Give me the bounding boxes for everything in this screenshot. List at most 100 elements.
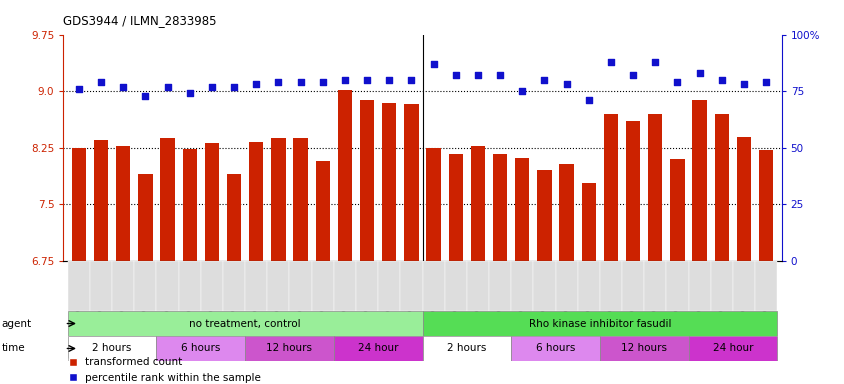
Bar bbox=[381, 103, 396, 384]
Bar bbox=[492, 154, 506, 384]
FancyBboxPatch shape bbox=[466, 261, 489, 311]
Bar bbox=[72, 148, 86, 384]
Point bbox=[116, 84, 130, 90]
FancyBboxPatch shape bbox=[245, 261, 267, 311]
FancyBboxPatch shape bbox=[400, 261, 422, 311]
FancyBboxPatch shape bbox=[289, 261, 311, 311]
Bar bbox=[315, 161, 329, 384]
Bar bbox=[603, 114, 618, 384]
FancyBboxPatch shape bbox=[688, 336, 776, 361]
FancyBboxPatch shape bbox=[378, 261, 400, 311]
Point bbox=[625, 72, 639, 78]
Bar bbox=[204, 142, 219, 384]
FancyBboxPatch shape bbox=[201, 261, 223, 311]
Point bbox=[493, 72, 506, 78]
Point bbox=[603, 59, 617, 65]
Text: no treatment, control: no treatment, control bbox=[189, 318, 300, 329]
Point bbox=[426, 61, 440, 67]
Legend: transformed count, percentile rank within the sample: transformed count, percentile rank withi… bbox=[68, 358, 261, 382]
FancyBboxPatch shape bbox=[422, 261, 444, 311]
Bar bbox=[338, 90, 352, 384]
FancyBboxPatch shape bbox=[223, 261, 245, 311]
FancyBboxPatch shape bbox=[178, 261, 201, 311]
FancyBboxPatch shape bbox=[422, 336, 511, 361]
Point bbox=[160, 84, 174, 90]
Bar bbox=[403, 104, 418, 384]
Point bbox=[138, 93, 152, 99]
Point bbox=[316, 79, 329, 85]
Bar bbox=[758, 150, 772, 384]
Point bbox=[360, 77, 373, 83]
FancyBboxPatch shape bbox=[355, 261, 378, 311]
Point bbox=[759, 79, 772, 85]
Text: 2 hours: 2 hours bbox=[446, 343, 486, 354]
Point bbox=[582, 97, 595, 103]
Point bbox=[404, 77, 418, 83]
Point bbox=[382, 77, 396, 83]
Bar bbox=[360, 100, 374, 384]
Bar bbox=[691, 100, 706, 384]
Bar bbox=[736, 137, 750, 384]
Bar bbox=[714, 114, 728, 384]
FancyBboxPatch shape bbox=[68, 336, 156, 361]
Text: GDS3944 / ILMN_2833985: GDS3944 / ILMN_2833985 bbox=[63, 14, 217, 27]
FancyBboxPatch shape bbox=[311, 261, 333, 311]
Point bbox=[515, 88, 528, 94]
FancyBboxPatch shape bbox=[489, 261, 511, 311]
FancyBboxPatch shape bbox=[643, 261, 666, 311]
Bar bbox=[271, 138, 285, 384]
FancyBboxPatch shape bbox=[245, 336, 333, 361]
Bar bbox=[182, 149, 197, 384]
Bar bbox=[426, 148, 441, 384]
Bar bbox=[94, 140, 108, 384]
FancyBboxPatch shape bbox=[333, 261, 355, 311]
Bar bbox=[625, 121, 640, 384]
Bar bbox=[669, 159, 684, 384]
Bar bbox=[116, 146, 130, 384]
Point bbox=[183, 90, 197, 96]
FancyBboxPatch shape bbox=[666, 261, 688, 311]
Point bbox=[271, 79, 284, 85]
FancyBboxPatch shape bbox=[710, 261, 732, 311]
Point bbox=[205, 84, 219, 90]
FancyBboxPatch shape bbox=[511, 261, 533, 311]
Point bbox=[714, 77, 728, 83]
Text: agent: agent bbox=[2, 318, 32, 329]
FancyBboxPatch shape bbox=[577, 261, 599, 311]
FancyBboxPatch shape bbox=[755, 261, 776, 311]
FancyBboxPatch shape bbox=[511, 336, 599, 361]
Bar bbox=[537, 170, 551, 384]
Point bbox=[249, 81, 262, 88]
Point bbox=[736, 81, 749, 88]
Bar bbox=[226, 174, 241, 384]
Point bbox=[338, 77, 351, 83]
Point bbox=[647, 59, 661, 65]
Bar bbox=[515, 158, 529, 384]
FancyBboxPatch shape bbox=[444, 261, 466, 311]
Text: Rho kinase inhibitor fasudil: Rho kinase inhibitor fasudil bbox=[528, 318, 670, 329]
FancyBboxPatch shape bbox=[68, 311, 422, 336]
Point bbox=[448, 72, 462, 78]
Text: 6 hours: 6 hours bbox=[181, 343, 220, 354]
FancyBboxPatch shape bbox=[68, 261, 89, 311]
FancyBboxPatch shape bbox=[134, 261, 156, 311]
Bar bbox=[581, 183, 595, 384]
FancyBboxPatch shape bbox=[422, 311, 776, 336]
Bar bbox=[647, 114, 662, 384]
FancyBboxPatch shape bbox=[333, 336, 422, 361]
Text: 6 hours: 6 hours bbox=[535, 343, 575, 354]
Bar bbox=[138, 174, 153, 384]
Point bbox=[670, 79, 684, 85]
FancyBboxPatch shape bbox=[621, 261, 643, 311]
Text: 24 hour: 24 hour bbox=[711, 343, 752, 354]
Point bbox=[537, 77, 550, 83]
Text: 24 hour: 24 hour bbox=[358, 343, 398, 354]
Point bbox=[227, 84, 241, 90]
Text: 12 hours: 12 hours bbox=[620, 343, 667, 354]
Text: 12 hours: 12 hours bbox=[266, 343, 312, 354]
Bar bbox=[448, 154, 463, 384]
Bar bbox=[559, 164, 573, 384]
FancyBboxPatch shape bbox=[732, 261, 755, 311]
FancyBboxPatch shape bbox=[599, 336, 688, 361]
FancyBboxPatch shape bbox=[533, 261, 555, 311]
